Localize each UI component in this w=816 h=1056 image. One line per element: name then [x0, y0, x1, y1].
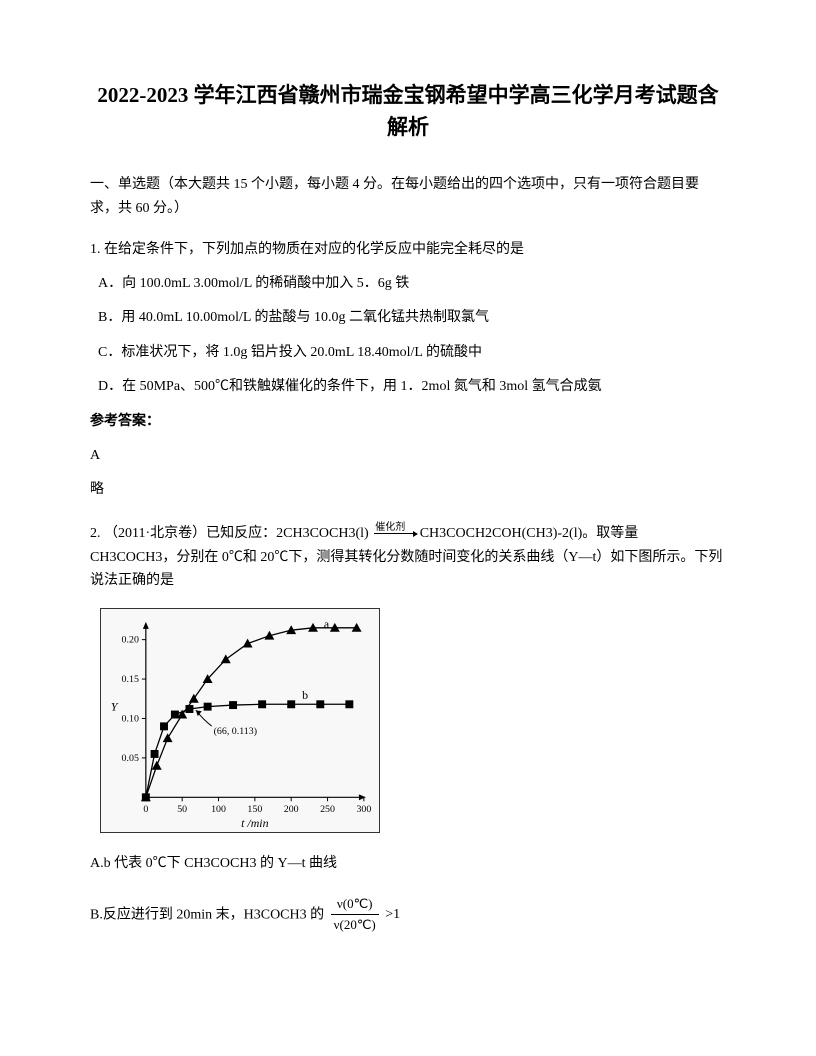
svg-text:b: b — [302, 688, 308, 702]
conversion-chart: 0 50 100 150 200 250 300 0.05 0.10 0.15 0.20 t /min… — [100, 608, 380, 833]
svg-text:0: 0 — [143, 804, 148, 815]
fraction-numerator: ν(0℃) — [331, 894, 379, 916]
svg-text:0.10: 0.10 — [122, 714, 139, 725]
svg-text:0.05: 0.05 — [122, 753, 139, 764]
chart-svg: 0 50 100 150 200 250 300 0.05 0.10 0.15 0.20 t /min… — [101, 609, 379, 832]
q2-prefix: 2. （2011·北京卷）已知反应：2CH3COCH3(l) — [90, 526, 369, 541]
svg-text:a: a — [324, 617, 330, 631]
question-2: 2. （2011·北京卷）已知反应：2CH3COCH3(l) 催化剂 CH3CO… — [90, 522, 726, 936]
svg-text:300: 300 — [356, 804, 371, 815]
q2-option-b: B.反应进行到 20min 末，H3COCH3 的 ν(0℃) ν(20℃) >… — [90, 894, 726, 937]
q2-optb-prefix: B.反应进行到 20min 末，H3COCH3 的 — [90, 907, 324, 922]
svg-text:0.20: 0.20 — [122, 635, 139, 646]
gt-one: >1 — [385, 907, 400, 922]
svg-text:250: 250 — [320, 804, 335, 815]
fraction: ν(0℃) ν(20℃) — [331, 894, 379, 937]
question-1: 1. 在给定条件下，下列加点的物质在对应的化学反应中能完全耗尽的是 A．向 10… — [90, 239, 726, 502]
svg-text:(66, 0.113): (66, 0.113) — [214, 726, 257, 737]
q1-option-a: A．向 100.0mL 3.00mol/L 的稀硝酸中加入 5．6g 铁 — [90, 273, 726, 295]
fraction-denominator: ν(20℃) — [331, 915, 379, 936]
svg-text:200: 200 — [284, 804, 299, 815]
svg-text:150: 150 — [247, 804, 262, 815]
q1-answer: A — [90, 445, 726, 467]
svg-text:Y: Y — [111, 700, 119, 714]
q2-text: 2. （2011·北京卷）已知反应：2CH3COCH3(l) 催化剂 CH3CO… — [90, 522, 726, 593]
q1-text: 1. 在给定条件下，下列加点的物质在对应的化学反应中能完全耗尽的是 — [90, 239, 726, 261]
svg-text:0.15: 0.15 — [122, 674, 139, 685]
q2-option-a: A.b 代表 0℃下 CH3COCH3 的 Y—t 曲线 — [90, 853, 726, 875]
svg-text:100: 100 — [211, 804, 226, 815]
answer-label: 参考答案： — [90, 411, 726, 433]
section-header: 一、单选题（本大题共 15 个小题，每小题 4 分。在每小题给出的四个选项中，只… — [90, 173, 726, 221]
reaction-arrow: 催化剂 — [372, 533, 416, 534]
q1-option-c: C．标准状况下，将 1.0g 铝片投入 20.0mL 18.40mol/L 的硫… — [90, 342, 726, 364]
exam-title: 2022-2023 学年江西省赣州市瑞金宝钢希望中学高三化学月考试题含解析 — [90, 80, 726, 143]
q1-option-d: D．在 50MPa、500℃和铁触媒催化的条件下，用 1．2mol 氮气和 3m… — [90, 376, 726, 398]
svg-text:t /min: t /min — [241, 816, 268, 830]
q1-option-b: B．用 40.0mL 10.00mol/L 的盐酸与 10.0g 二氧化锰共热制… — [90, 307, 726, 329]
svg-text:50: 50 — [177, 804, 187, 815]
q1-brief: 略 — [90, 479, 726, 501]
